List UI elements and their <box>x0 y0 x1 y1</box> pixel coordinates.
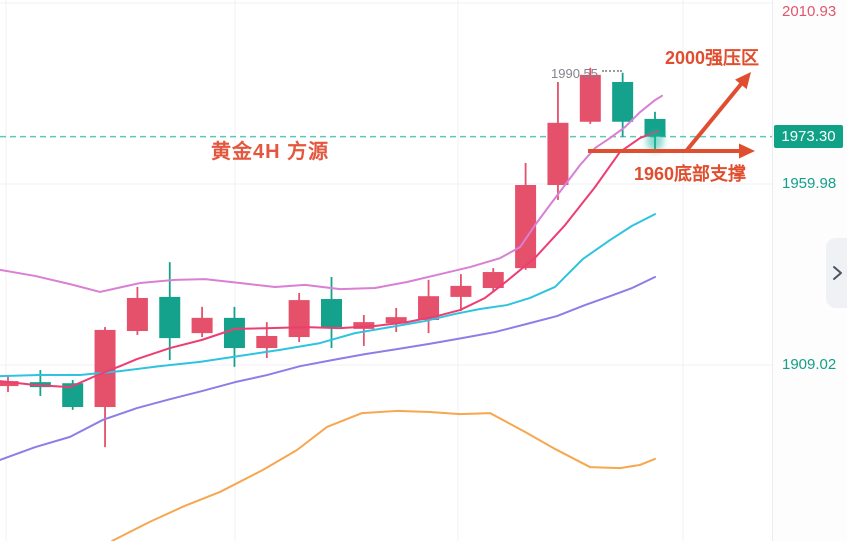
candle-body <box>126 297 148 332</box>
candle-body <box>159 296 181 339</box>
swing-high-price-label: 1990.55 <box>551 66 622 81</box>
candle-body <box>612 81 634 122</box>
candle-body <box>385 317 407 324</box>
candle-body <box>191 317 213 334</box>
current-price-tag: 1973.30 <box>774 125 843 149</box>
candle-body <box>321 299 342 328</box>
axis-price-label: 2010.93 <box>782 3 837 20</box>
candle-body <box>579 74 601 122</box>
up-right-arrow-head[interactable] <box>735 72 751 90</box>
dotted-leader <box>602 69 622 72</box>
candle-body <box>0 381 19 387</box>
pressure-zone-annotation[interactable]: 2000强压区 <box>665 48 760 68</box>
candle-body <box>94 329 116 408</box>
overlay-ma-fast <box>0 129 659 389</box>
candle-body <box>353 322 375 329</box>
overlay-bollinger-upper <box>0 94 663 293</box>
candle-body <box>288 300 310 338</box>
support-zone-annotation[interactable]: 1960底部支撑 <box>634 164 747 184</box>
overlay-ma-slow <box>0 276 656 461</box>
chevron-right-icon <box>832 266 842 280</box>
candle-body <box>482 272 504 289</box>
candle-body <box>62 383 84 408</box>
candle-body <box>547 122 569 185</box>
chart-watermark: 黄金4H 方源 <box>211 141 330 163</box>
up-right-arrow-shaft[interactable] <box>685 78 747 152</box>
overlay-bollinger-lower <box>111 409 656 541</box>
candle-body <box>418 296 440 320</box>
axis-price-label: 1959.98 <box>782 175 837 192</box>
overlay-ma-mid <box>0 213 656 378</box>
latest-candle-glow <box>646 129 664 152</box>
axis-price-label: 1909.02 <box>782 356 837 374</box>
candle-body <box>256 335 278 349</box>
right-arrow-head[interactable] <box>739 143 755 159</box>
sidebar-expand-button[interactable] <box>826 238 847 308</box>
candle-body <box>223 317 245 349</box>
candle-body <box>450 285 472 297</box>
